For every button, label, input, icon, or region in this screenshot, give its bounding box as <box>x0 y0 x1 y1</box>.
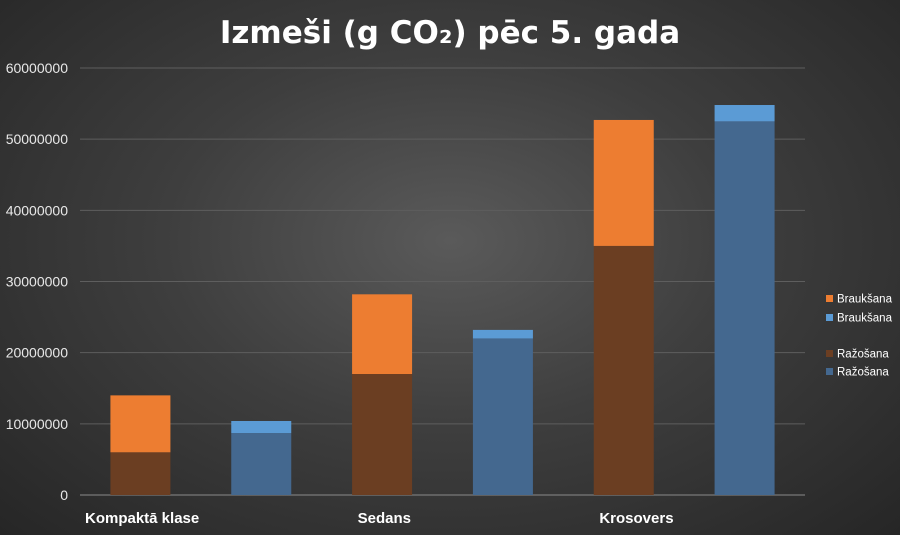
bar-stack-orange <box>593 119 654 495</box>
legend-swatch <box>826 314 833 321</box>
x-category-label: Krosovers <box>599 510 673 527</box>
y-tick-label: 40000000 <box>6 202 69 218</box>
bar-segment-brauksana <box>714 105 775 122</box>
bar-stack-blue <box>714 105 775 495</box>
legend: Braukšana Braukšana Ražošana Ražošana <box>826 294 893 379</box>
legend-label: Ražošana <box>837 349 889 361</box>
x-category-label: Kompaktā klase <box>85 510 199 527</box>
bar-segment-razosana <box>352 374 413 495</box>
bar-segment-brauksana <box>110 395 171 453</box>
bar-segment-razosana <box>714 121 775 495</box>
bar-segment-razosana <box>110 452 171 495</box>
x-category-label: Sedans <box>358 510 411 527</box>
y-tick-label: 50000000 <box>6 131 69 147</box>
chart-title: Izmeši (g CO₂) pēc 5. gada <box>220 15 680 51</box>
legend-label: Braukšana <box>837 294 893 306</box>
bar-stack-orange <box>110 395 171 495</box>
bar-segment-brauksana <box>231 420 292 434</box>
bar-segment-brauksana <box>352 294 413 375</box>
bar-segment-brauksana <box>472 329 533 339</box>
y-axis-ticks: 0 10000000 20000000 30000000 40000000 5000000… <box>6 60 69 503</box>
gridlines <box>80 67 805 496</box>
bar-segment-razosana <box>231 433 292 495</box>
bar-segment-brauksana <box>593 119 654 246</box>
y-tick-label: 10000000 <box>6 416 69 432</box>
y-tick-label: 60000000 <box>6 60 69 76</box>
legend-swatch <box>826 368 833 375</box>
y-tick-label: 20000000 <box>6 345 69 361</box>
bar-stack-blue <box>472 329 533 495</box>
bar-segment-razosana <box>472 338 533 495</box>
y-tick-label: 30000000 <box>6 274 69 290</box>
legend-swatch <box>826 350 833 357</box>
legend-label: Braukšana <box>837 313 893 325</box>
bar-segment-razosana <box>593 245 654 495</box>
legend-swatch <box>826 295 833 302</box>
bar-stack-orange <box>352 294 413 495</box>
bar-stack-blue <box>231 420 292 495</box>
x-axis-categories: Kompaktā klase Sedans Krosovers <box>85 510 674 527</box>
bars <box>110 105 775 495</box>
y-tick-label: 0 <box>60 487 68 503</box>
legend-label: Ražošana <box>837 367 889 379</box>
